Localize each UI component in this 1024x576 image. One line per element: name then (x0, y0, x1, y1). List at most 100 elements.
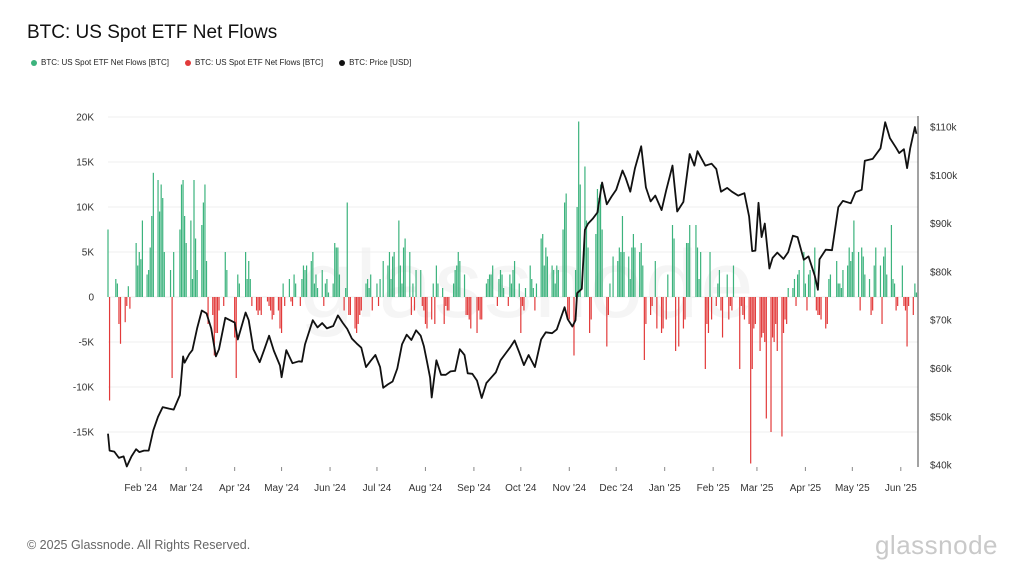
flow-bar (116, 283, 118, 297)
flow-bar (775, 297, 777, 324)
flow-bar (393, 252, 395, 297)
flow-bar (675, 297, 677, 351)
price-line-layer (107, 121, 918, 468)
x-tick-label: Apr '24 (219, 483, 251, 494)
flow-bar (596, 189, 599, 297)
flow-bar (302, 265, 305, 297)
x-tick-label: Aug '24 (409, 483, 443, 494)
flow-bar (595, 234, 597, 297)
flow-bar (804, 283, 807, 297)
legend-item-price[interactable]: BTC: Price [USD] (339, 58, 411, 67)
flow-bar (468, 297, 470, 320)
legend-item-inflows[interactable]: BTC: US Spot ETF Net Flows [BTC] (31, 58, 169, 67)
flow-bar (452, 283, 455, 297)
flow-bar (842, 270, 844, 297)
flow-bar (601, 229, 603, 297)
flow-bar (740, 297, 742, 306)
flow-bar (609, 283, 611, 297)
flow-bar (194, 238, 197, 297)
x-tick-label: Apr '25 (790, 483, 822, 494)
flow-bar (837, 283, 839, 297)
flow-bar (814, 247, 816, 297)
flow-bar (387, 265, 389, 297)
flow-bar (579, 184, 581, 297)
flow-bar (124, 297, 126, 323)
flow-bar (556, 265, 558, 297)
flow-bar (840, 288, 842, 297)
flow-bar (213, 297, 215, 356)
x-tick-label: May '25 (835, 483, 870, 494)
flow-bar (470, 297, 472, 329)
flow-bar (709, 252, 711, 297)
flow-bar (689, 225, 691, 297)
flow-bar (524, 288, 527, 297)
flow-bar (820, 297, 822, 320)
flow-bar (432, 283, 434, 297)
flow-bar (141, 220, 144, 297)
flow-bar (193, 180, 195, 297)
flow-bar (412, 283, 414, 297)
flow-bar (463, 274, 466, 297)
flow-bar (465, 297, 467, 315)
flow-bar (323, 297, 325, 306)
flow-bar (368, 288, 370, 297)
flow-bar (255, 297, 258, 311)
flow-bar (212, 297, 214, 315)
flow-bar (512, 270, 514, 297)
flow-bar (379, 279, 381, 297)
flow-bar (388, 252, 391, 297)
flow-bar (881, 297, 883, 324)
flow-bar (685, 243, 688, 297)
flow-bar (912, 297, 914, 315)
flow-bar (398, 220, 400, 297)
flow-bar (507, 297, 509, 306)
flow-bar (202, 202, 204, 297)
flow-bar (848, 247, 850, 297)
flow-bar (620, 252, 622, 297)
flow-bar (442, 288, 444, 297)
flow-bar (718, 270, 721, 297)
flow-bar (305, 265, 308, 297)
legend: BTC: US Spot ETF Net Flows [BTC] BTC: US… (31, 58, 411, 67)
flow-bar (485, 283, 488, 297)
flow-bar (335, 247, 337, 297)
flow-bar (892, 279, 894, 297)
flow-bar (632, 234, 635, 297)
flow-bar (807, 274, 810, 297)
flow-bar (782, 297, 785, 333)
flow-bar (564, 202, 566, 297)
flow-bar (618, 247, 620, 297)
flow-bar (196, 270, 198, 297)
left-tick-label: -15K (73, 428, 94, 439)
flow-bar (137, 265, 139, 297)
flow-bar (304, 270, 306, 297)
flow-bar (914, 283, 916, 297)
legend-label-inflows: BTC: US Spot ETF Net Flows [BTC] (41, 58, 170, 67)
flow-bar (695, 225, 697, 297)
flow-bar (126, 297, 128, 306)
flow-bar (179, 229, 181, 297)
legend-item-outflows[interactable]: BTC: US Spot ETF Net Flows [BTC] (185, 58, 323, 67)
flow-bar (642, 265, 644, 297)
flow-bar (184, 216, 186, 297)
flow-bar (761, 297, 763, 338)
flow-bar (879, 265, 882, 297)
flow-bar (399, 265, 402, 297)
flow-bar (851, 252, 853, 297)
flow-bar (390, 279, 392, 297)
right-tick-label: $90k (930, 219, 953, 230)
flow-bars (107, 121, 918, 464)
flow-bar (509, 274, 511, 297)
flow-bar (510, 283, 513, 297)
flow-bar (543, 265, 545, 297)
flow-bar (332, 283, 334, 297)
flow-bar (710, 297, 713, 320)
flow-bar (870, 297, 872, 315)
flow-bar (890, 225, 893, 297)
flow-bar (728, 297, 730, 320)
flow-bar (334, 243, 336, 297)
flow-bar (354, 297, 356, 329)
flow-bar (501, 274, 503, 297)
flow-bar (118, 297, 120, 324)
left-tick-label: 20K (76, 113, 94, 124)
